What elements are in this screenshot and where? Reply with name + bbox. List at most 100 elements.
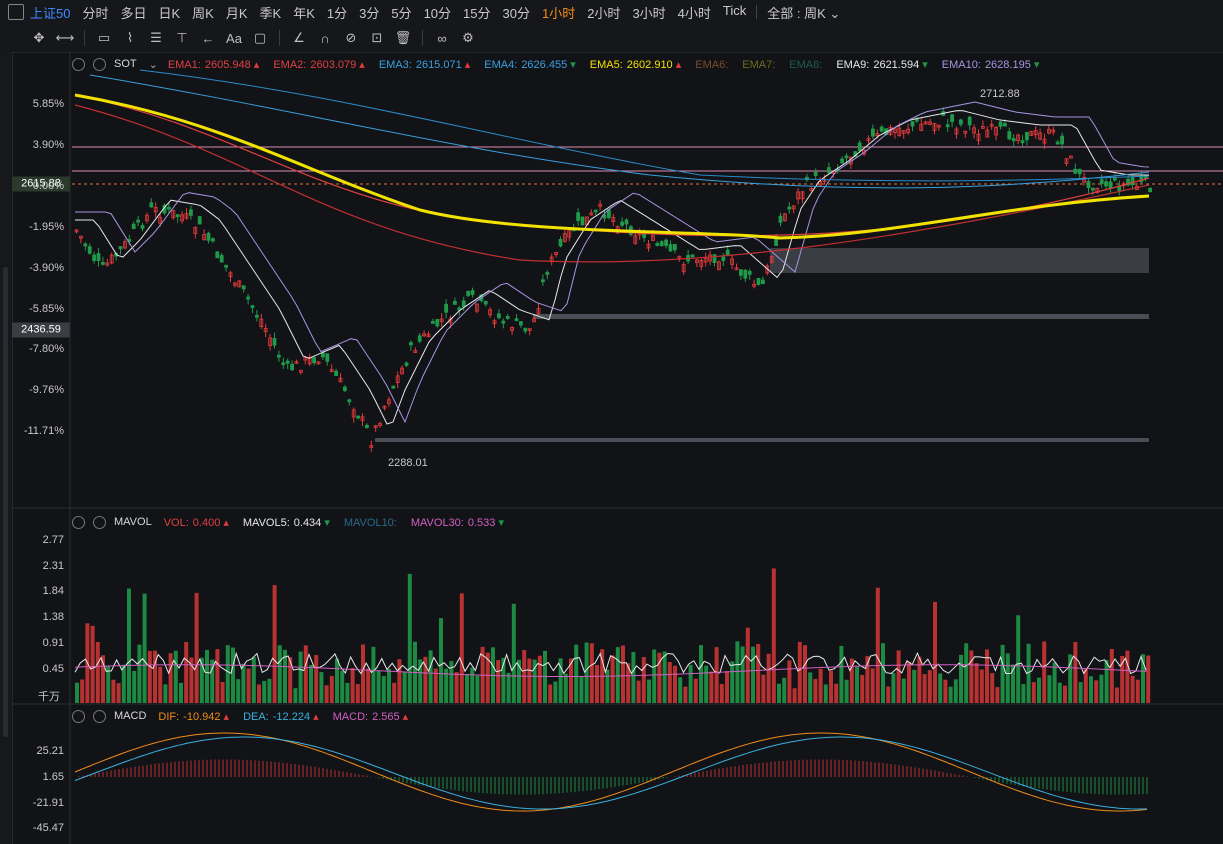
volume-bar <box>80 679 85 703</box>
volume-bar <box>1104 659 1109 703</box>
candle-body <box>954 128 959 135</box>
period-tab[interactable]: 10分 <box>423 5 452 21</box>
current-price-tag: 2615.88 <box>12 176 70 192</box>
candle-body <box>426 333 431 338</box>
candle-body <box>875 133 880 136</box>
period-tab[interactable]: 3小时 <box>632 5 666 21</box>
period-tab[interactable]: 日K <box>158 5 181 21</box>
period-tab[interactable]: 年K <box>293 5 315 21</box>
volume-bar <box>402 671 407 703</box>
magnet-icon[interactable]: ∩ <box>320 30 330 46</box>
close-icon[interactable] <box>93 515 106 529</box>
lock-icon[interactable]: ⊡ <box>371 30 383 45</box>
range-selector[interactable]: 全部 : 周K ⌄ <box>767 5 841 21</box>
candle-body <box>1029 131 1034 136</box>
volume-bar <box>813 678 818 703</box>
legend-item[interactable]: MACD: 2.565 ▴ <box>333 711 409 723</box>
candle-body <box>435 319 440 327</box>
volume-bar <box>272 585 277 703</box>
period-tab[interactable]: 4小时 <box>677 5 711 21</box>
period-tab[interactable]: 1分 <box>326 5 348 21</box>
volume-bar <box>959 654 963 703</box>
candle-body <box>175 214 180 218</box>
move-icon[interactable]: ✥ <box>33 30 45 45</box>
ema9-line <box>75 110 1149 425</box>
hide-icon[interactable]: ⊘ <box>345 30 357 45</box>
volume-bar <box>537 655 542 703</box>
period-tab[interactable]: 周K <box>192 5 214 21</box>
volume-bar <box>350 667 355 703</box>
legend-item[interactable]: EMA5: 2602.910 ▴ <box>590 59 681 71</box>
legend-item[interactable]: MAVOL10: <box>344 517 397 529</box>
legend-item[interactable]: EMA7: <box>742 59 775 71</box>
legend-item[interactable]: EMA10: 2628.195 ▾ <box>942 59 1040 71</box>
pattern-tool-icon[interactable]: ☰ <box>150 30 162 45</box>
volume-indicator-name[interactable]: MAVOL <box>114 516 152 528</box>
symbol-title[interactable]: 上证50 <box>30 5 71 21</box>
gear-icon[interactable] <box>72 515 85 529</box>
link-icon[interactable]: ∞ <box>437 30 447 46</box>
legend-item[interactable]: EMA8: <box>789 59 822 71</box>
legend-item[interactable]: EMA1: 2605.948 ▴ <box>168 59 259 71</box>
legend-item[interactable]: EMA4: 2626.455 ▾ <box>484 59 575 71</box>
settings-icon[interactable]: ⚙ <box>462 30 474 45</box>
candle-body <box>805 176 809 181</box>
volume-bar <box>449 660 454 703</box>
sidebar-scrollbar[interactable] <box>3 267 8 737</box>
legend-item[interactable]: MAVOL5: 0.434 ▾ <box>243 517 330 529</box>
candle-body <box>963 130 968 134</box>
rect-tool-icon[interactable]: ▭ <box>97 30 111 45</box>
period-tab[interactable]: 5分 <box>391 5 412 21</box>
gear-icon[interactable] <box>72 709 85 723</box>
legend-item[interactable]: EMA6: <box>695 59 728 71</box>
trash-icon[interactable]: 🗑 <box>394 30 412 45</box>
main-indicator-name[interactable]: SOT <box>114 58 137 70</box>
comment-icon[interactable]: ▢ <box>253 30 267 45</box>
vertical-line-icon[interactable]: ⊤ <box>176 30 188 45</box>
legend-item[interactable]: VOL: 0.400 ▴ <box>164 517 229 529</box>
period-tab[interactable]: Tick <box>722 2 747 18</box>
period-tab[interactable]: 3分 <box>359 5 380 21</box>
y-tick-label: -45.47 <box>32 822 64 835</box>
candle-body <box>197 216 202 225</box>
line-tool-icon[interactable]: ⟷ <box>55 30 75 45</box>
volume-bar <box>553 681 558 703</box>
legend-item[interactable]: MAVOL30: 0.533 ▾ <box>411 517 504 529</box>
chevron-down-icon[interactable]: ⌄ <box>148 58 158 71</box>
volume-bar <box>558 658 563 703</box>
fib-tool-icon[interactable]: ⌇ <box>126 30 134 45</box>
period-tab[interactable]: 分时 <box>82 5 109 21</box>
gear-icon[interactable] <box>72 57 85 71</box>
legend-item[interactable]: EMA3: 2615.071 ▴ <box>379 59 470 71</box>
close-icon[interactable] <box>93 57 106 71</box>
legend-item[interactable]: DIF: -10.942 ▴ <box>158 711 229 723</box>
text-tool-icon[interactable]: Aa <box>226 30 242 46</box>
period-tab[interactable]: 月K <box>225 5 248 21</box>
window-icon[interactable] <box>8 4 24 20</box>
ruler-icon[interactable]: ∠ <box>293 30 305 45</box>
candle-body <box>1148 187 1152 193</box>
period-tab[interactable]: 2小时 <box>587 5 621 21</box>
macd-legend-items: DIF: -10.942 ▴ DEA: -12.224 ▴ MACD: 2.565 ▴ <box>158 710 422 723</box>
volume-bar <box>756 644 761 703</box>
period-tab[interactable]: 15分 <box>463 5 491 21</box>
macd-indicator-name[interactable]: MACD <box>114 710 147 722</box>
arrow-tool-icon[interactable]: ← <box>201 30 215 46</box>
volume-bar <box>132 670 137 703</box>
legend-item[interactable]: EMA2: 2603.079 ▴ <box>273 59 364 71</box>
candle-body <box>602 214 607 219</box>
legend-item[interactable]: DEA: -12.224 ▴ <box>243 711 319 723</box>
period-tab[interactable]: 30分 <box>502 5 530 21</box>
legend-item[interactable]: EMA9: 2621.594 ▾ <box>836 59 927 71</box>
candle-body <box>131 223 136 230</box>
volume-bar <box>725 671 729 703</box>
legend-item-value: 2.565 <box>372 710 400 723</box>
period-tab[interactable]: 多日 <box>120 5 147 21</box>
period-tab[interactable]: 季K <box>259 5 282 21</box>
volume-bar <box>693 678 698 703</box>
close-icon[interactable] <box>93 709 106 723</box>
candle-body <box>254 314 259 318</box>
period-tab[interactable]: 1小时 <box>541 5 576 21</box>
arrow-down-icon: ▾ <box>567 58 576 71</box>
